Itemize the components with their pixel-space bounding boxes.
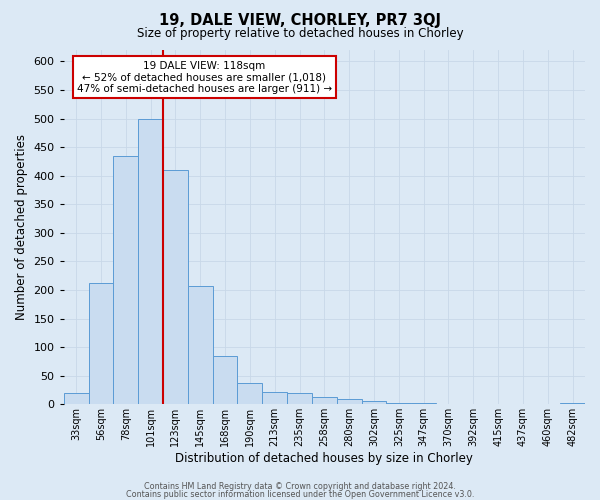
Bar — [113, 156, 138, 404]
Bar — [163, 170, 188, 404]
Bar — [212, 356, 238, 405]
Bar — [138, 118, 163, 405]
Y-axis label: Number of detached properties: Number of detached properties — [15, 134, 28, 320]
Bar — [89, 283, 113, 405]
Bar — [312, 398, 337, 404]
Bar — [188, 286, 212, 405]
Text: Contains HM Land Registry data © Crown copyright and database right 2024.: Contains HM Land Registry data © Crown c… — [144, 482, 456, 491]
X-axis label: Distribution of detached houses by size in Chorley: Distribution of detached houses by size … — [175, 452, 473, 465]
Text: Size of property relative to detached houses in Chorley: Size of property relative to detached ho… — [137, 28, 463, 40]
Bar — [337, 398, 362, 404]
Bar — [411, 403, 436, 404]
Text: 19 DALE VIEW: 118sqm
← 52% of detached houses are smaller (1,018)
47% of semi-de: 19 DALE VIEW: 118sqm ← 52% of detached h… — [77, 60, 332, 94]
Bar — [64, 393, 89, 404]
Bar — [362, 402, 386, 404]
Bar — [287, 393, 312, 404]
Bar — [262, 392, 287, 404]
Bar — [386, 402, 411, 404]
Text: Contains public sector information licensed under the Open Government Licence v3: Contains public sector information licen… — [126, 490, 474, 499]
Bar — [238, 383, 262, 404]
Text: 19, DALE VIEW, CHORLEY, PR7 3QJ: 19, DALE VIEW, CHORLEY, PR7 3QJ — [159, 12, 441, 28]
Bar — [560, 403, 585, 404]
